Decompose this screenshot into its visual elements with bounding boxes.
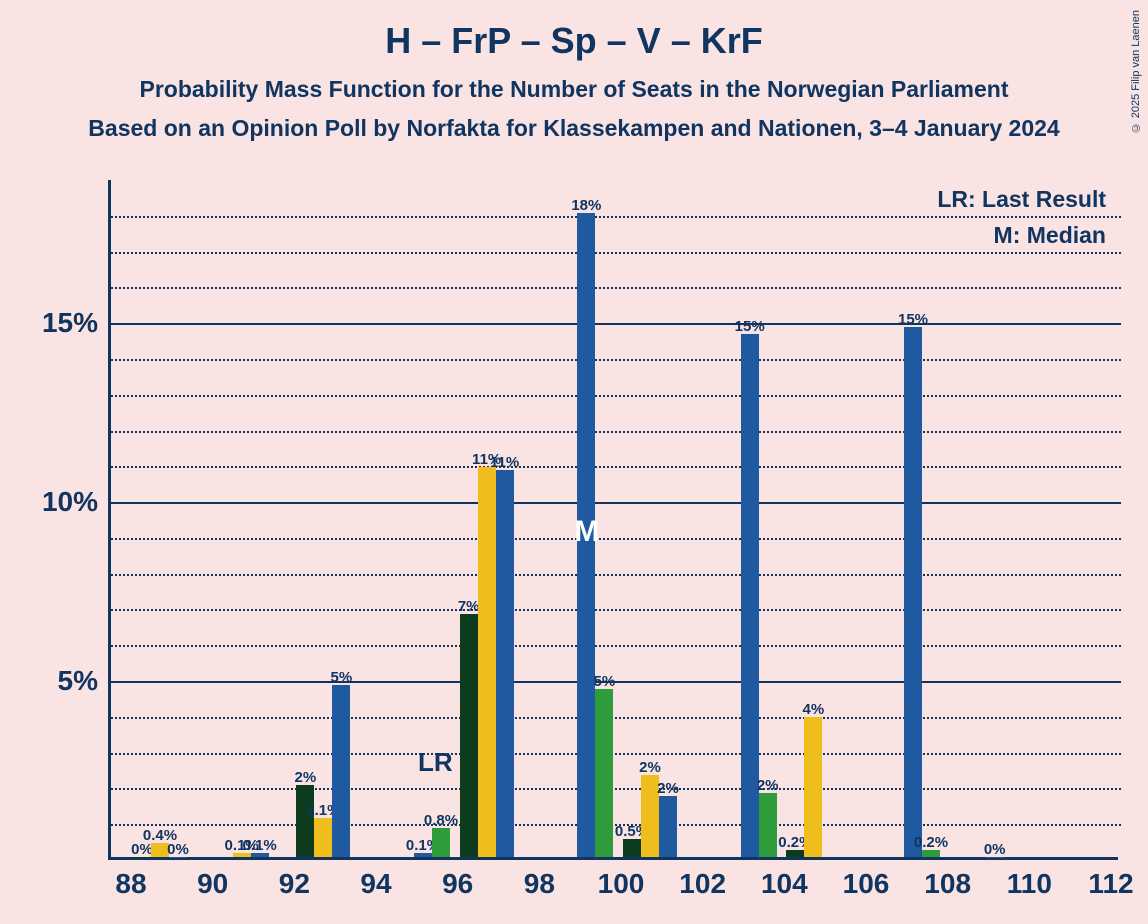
bar (659, 796, 677, 857)
bar-value-label: 11% (490, 454, 519, 471)
legend-lr: LR: Last Result (937, 186, 1106, 213)
x-axis-label: 90 (197, 868, 228, 900)
x-axis-label: 100 (598, 868, 645, 900)
bar-value-label: 7% (458, 598, 480, 615)
x-axis-label: 88 (115, 868, 146, 900)
bar-value-label: 0% (167, 841, 189, 858)
y-gridline-minor (111, 466, 1121, 468)
y-gridline-minor (111, 609, 1121, 611)
bar-value-label: 15% (735, 318, 765, 335)
y-gridline-minor (111, 252, 1121, 254)
y-axis-label: 15% (18, 307, 98, 339)
bar-value-label: 15% (898, 311, 928, 328)
bar-value-label: 4% (802, 701, 824, 718)
bar-value-label: 2% (639, 759, 661, 776)
y-gridline-minor (111, 788, 1121, 790)
bar (478, 467, 496, 857)
x-axis-label: 110 (1007, 868, 1052, 900)
bar-value-label: 0.2% (914, 834, 948, 851)
x-axis-label: 112 (1088, 868, 1133, 900)
x-axis-label: 94 (360, 868, 391, 900)
copyright-text: © 2025 Filip van Laenen (1130, 10, 1142, 133)
bar (595, 689, 613, 857)
bar-value-label: 0.1% (243, 837, 277, 854)
x-axis-label: 96 (442, 868, 473, 900)
bar (314, 818, 332, 857)
bar-value-label: 0% (984, 841, 1006, 858)
x-axis-label: 102 (679, 868, 726, 900)
y-gridline-minor (111, 287, 1121, 289)
bar (296, 785, 314, 857)
bar (496, 470, 514, 857)
chart-subtitle-2: Based on an Opinion Poll by Norfakta for… (0, 103, 1148, 142)
bar-value-label: 2% (757, 777, 779, 794)
y-gridline-minor (111, 395, 1121, 397)
chart-title: H – FrP – Sp – V – KrF (0, 0, 1148, 62)
y-gridline-major (111, 323, 1121, 325)
bar (904, 327, 922, 857)
y-gridline-major (111, 502, 1121, 504)
bar-value-label: 18% (571, 197, 601, 214)
y-gridline-minor (111, 216, 1121, 218)
chart-plot-area: LR: Last Result M: Median 5%10%15%889092… (108, 180, 1118, 860)
bar (922, 850, 940, 857)
bar-value-label: 5% (330, 669, 352, 686)
chart-subtitle: Probability Mass Function for the Number… (0, 62, 1148, 103)
y-gridline-minor (111, 359, 1121, 361)
y-gridline-major (111, 681, 1121, 683)
x-axis-label: 104 (761, 868, 808, 900)
y-gridline-minor (111, 538, 1121, 540)
x-axis-label: 98 (524, 868, 555, 900)
bar (332, 685, 350, 857)
bar-value-label: 0.8% (424, 812, 458, 829)
annotation-lr: LR (418, 747, 453, 778)
y-gridline-minor (111, 574, 1121, 576)
y-axis-label: 10% (18, 486, 98, 518)
annotation-m: M (574, 515, 599, 549)
x-axis-label: 108 (924, 868, 971, 900)
bar (786, 850, 804, 857)
bar (804, 717, 822, 857)
bar (432, 828, 450, 857)
bar (759, 793, 777, 857)
bar-value-label: 2% (294, 769, 316, 786)
x-axis-label: 92 (279, 868, 310, 900)
plot: LR: Last Result M: Median 5%10%15%889092… (108, 180, 1118, 860)
y-gridline-minor (111, 717, 1121, 719)
bar (460, 614, 478, 857)
y-gridline-minor (111, 431, 1121, 433)
legend-m: M: Median (994, 222, 1106, 249)
y-gridline-minor (111, 753, 1121, 755)
bar-value-label: 2% (657, 780, 679, 797)
bar-value-label: 5% (593, 673, 615, 690)
y-gridline-minor (111, 645, 1121, 647)
x-axis-label: 106 (843, 868, 890, 900)
y-axis-label: 5% (18, 665, 98, 697)
bar (623, 839, 641, 857)
